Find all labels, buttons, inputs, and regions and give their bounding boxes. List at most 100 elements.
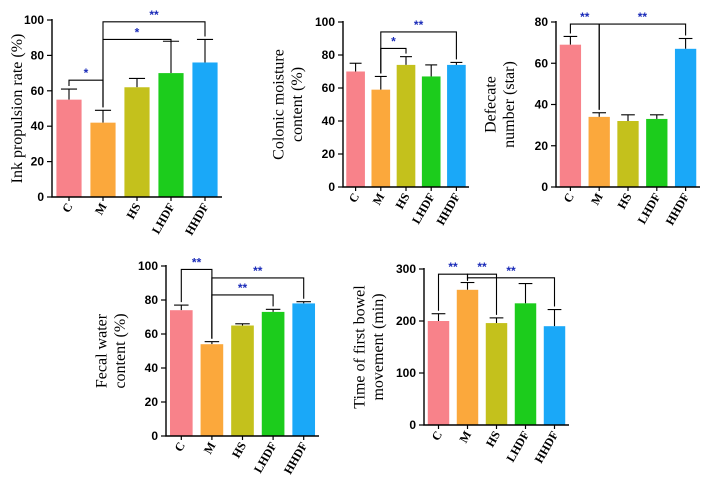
y-tick-label: 20 — [31, 155, 45, 169]
x-tick-label-hs: HS — [229, 439, 249, 460]
bar-m — [90, 122, 116, 197]
bar-m — [200, 344, 224, 436]
x-tick-label-lhdf: LHDF — [251, 440, 280, 476]
x-tick-label-m: M — [588, 191, 606, 208]
y-tick-label: 20 — [145, 395, 159, 409]
bar-hhdf — [447, 64, 466, 187]
significance-bracket — [466, 277, 556, 307]
bar-hhdf — [192, 62, 218, 198]
x-tick-label-hhdf: HHDF — [663, 191, 692, 228]
bar-hhdf — [292, 303, 316, 436]
significance-label: ** — [414, 18, 424, 32]
chart-panel-3: 0 20 40 60 80 C M HS LHDF HHDF Defecatenumber (sta… — [482, 10, 700, 228]
x-tick-label-c: C — [59, 201, 75, 216]
x-tick-label-hhdf: HHDF — [182, 201, 211, 238]
y-tick-label: 80 — [322, 48, 336, 62]
bar-c — [559, 44, 582, 187]
y-tick-label: 20 — [322, 147, 336, 161]
y-axis-label: Time of first bowelmovement (min) — [351, 285, 386, 409]
significance-bracket — [102, 21, 206, 108]
y-tick-label: 0 — [541, 180, 548, 194]
significance-label: ** — [506, 264, 516, 278]
significance-bracket — [598, 23, 687, 110]
bar-m — [456, 289, 479, 425]
chart-panel-4: 0 20 40 60 80 100 C M HS LHDF HHDF Fecal waterconte… — [93, 255, 319, 477]
significance-label: ** — [253, 264, 263, 278]
bar-hs — [485, 323, 508, 425]
x-tick-label-c: C — [171, 440, 187, 455]
significance-label: ** — [638, 10, 648, 24]
chart-panel-1: 0 20 40 60 80 100 C M HS LHDF HHDF Ink propulsion r… — [9, 8, 222, 238]
chart-panel-5: 0 100 200 300 C M HS LHDF HHDF Time of first bowe… — [351, 260, 569, 466]
significance-label: * — [391, 34, 396, 48]
x-tick-label-lhdf: LHDF — [503, 429, 532, 465]
y-tick-label: 40 — [535, 98, 549, 112]
significance-label: * — [84, 66, 89, 80]
y-tick-label: 80 — [535, 15, 549, 29]
bar-m — [588, 116, 610, 187]
bar-lhdf — [421, 76, 441, 187]
y-tick-label: 200 — [396, 314, 416, 328]
significance-label: ** — [149, 8, 159, 22]
y-tick-label: 100 — [24, 13, 44, 27]
bar-lhdf — [261, 311, 285, 436]
x-tick-label-hs: HS — [123, 200, 143, 221]
bar-hhdf — [674, 48, 697, 187]
y-tick-label: 40 — [31, 119, 45, 133]
y-tick-label: 60 — [535, 56, 549, 70]
significance-bracket — [466, 273, 498, 315]
x-tick-label-hs: HS — [392, 190, 412, 211]
y-axis-label: Defecatenumber (star) — [482, 61, 517, 148]
significance-bracket — [211, 277, 305, 339]
significance-bracket — [380, 31, 457, 74]
x-tick-label-c: C — [561, 191, 577, 206]
y-tick-label: 0 — [37, 190, 44, 204]
x-tick-label-lhdf: LHDF — [149, 201, 178, 237]
bar-c — [169, 310, 193, 436]
x-tick-label-m: M — [201, 440, 219, 457]
y-axis-label: Colonic moisturecontent (%) — [270, 49, 305, 160]
x-tick-label-hhdf: HHDF — [532, 429, 561, 466]
y-tick-label: 300 — [396, 262, 416, 276]
y-tick-label: 40 — [145, 361, 159, 375]
y-tick-label: 60 — [31, 84, 45, 98]
y-tick-label: 100 — [396, 366, 416, 380]
bar-lhdf — [158, 73, 184, 197]
y-tick-label: 0 — [151, 429, 158, 443]
bar-hs — [124, 87, 150, 197]
x-tick-label-lhdf: LHDF — [635, 191, 664, 227]
bar-m — [371, 89, 391, 187]
x-tick-label-hhdf: HHDF — [434, 191, 463, 228]
y-tick-label: 0 — [409, 418, 416, 432]
significance-label: ** — [238, 281, 248, 295]
y-tick-label: 60 — [322, 81, 336, 95]
significance-label: * — [135, 25, 140, 39]
bar-c — [56, 99, 82, 197]
y-tick-label: 100 — [138, 259, 158, 273]
x-tick-label-c: C — [346, 191, 362, 206]
significance-label: ** — [580, 10, 590, 24]
y-tick-label: 60 — [145, 327, 159, 341]
x-tick-label-m: M — [92, 201, 110, 218]
bar-c — [346, 71, 365, 187]
significance-label: ** — [192, 255, 202, 269]
y-tick-label: 0 — [328, 180, 335, 194]
x-tick-label-hs: HS — [614, 190, 634, 211]
y-axis-label: Ink propulsion rate (%) — [9, 34, 26, 184]
bar-lhdf — [514, 303, 537, 425]
significance-label: ** — [448, 260, 458, 274]
y-tick-label: 40 — [322, 114, 336, 128]
x-tick-label-m: M — [370, 191, 388, 208]
bar-hs — [617, 121, 639, 187]
bar-hs — [396, 64, 416, 187]
y-tick-label: 20 — [535, 139, 549, 153]
y-tick-label: 80 — [31, 48, 45, 62]
x-tick-label-hhdf: HHDF — [281, 440, 310, 477]
bar-hhdf — [543, 326, 566, 425]
significance-label: ** — [477, 260, 487, 274]
y-axis-label: Fecal watercontent (%) — [93, 313, 128, 388]
bar-hs — [231, 325, 254, 436]
